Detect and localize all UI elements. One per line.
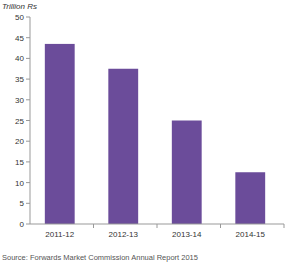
bar bbox=[235, 172, 265, 224]
y-tick-label: 35 bbox=[15, 75, 24, 84]
chart-svg: Trillion Rs 0 5 10 15 20 25 30 35 40 45 50 2011-12 20… bbox=[0, 0, 288, 267]
y-tick-label: 0 bbox=[20, 220, 25, 229]
bar bbox=[45, 44, 75, 224]
y-tick bbox=[26, 99, 30, 100]
x-tick bbox=[157, 224, 158, 228]
y-tick-label: 20 bbox=[15, 137, 24, 146]
y-tick-label: 15 bbox=[15, 158, 24, 167]
y-tick bbox=[26, 17, 30, 18]
bar bbox=[108, 69, 138, 224]
y-tick bbox=[26, 224, 30, 225]
y-tick bbox=[26, 141, 30, 142]
y-tick-label: 50 bbox=[15, 13, 24, 22]
y-tick bbox=[26, 182, 30, 183]
x-tick-label: 2012-13 bbox=[109, 230, 139, 239]
source-note: Source: Forwards Market Commission Annua… bbox=[2, 253, 198, 262]
y-tick-label: 45 bbox=[15, 34, 24, 43]
x-tick bbox=[93, 224, 94, 228]
y-tick bbox=[26, 58, 30, 59]
y-axis-label: Trillion Rs bbox=[2, 2, 37, 11]
x-tick bbox=[220, 224, 221, 228]
y-tick-label: 40 bbox=[15, 54, 24, 63]
x-tick bbox=[284, 224, 285, 228]
y-tick-label: 30 bbox=[15, 96, 24, 105]
y-axis-line bbox=[30, 17, 31, 224]
bar bbox=[172, 121, 202, 225]
x-tick-label: 2013-14 bbox=[172, 230, 202, 239]
y-tick bbox=[26, 79, 30, 80]
chart-container: Trillion Rs 0 5 10 15 20 25 30 35 40 45 50 2011-12 20… bbox=[0, 0, 288, 267]
y-tick bbox=[26, 120, 30, 121]
bars bbox=[45, 44, 265, 224]
y-tick bbox=[26, 203, 30, 204]
y-tick-label: 5 bbox=[20, 199, 25, 208]
x-tick-label: 2014-15 bbox=[236, 230, 266, 239]
y-tick bbox=[26, 161, 30, 162]
y-tick bbox=[26, 37, 30, 38]
y-tick-label: 25 bbox=[15, 117, 24, 126]
y-tick-label: 10 bbox=[15, 179, 24, 188]
x-tick-label: 2011-12 bbox=[45, 230, 74, 239]
